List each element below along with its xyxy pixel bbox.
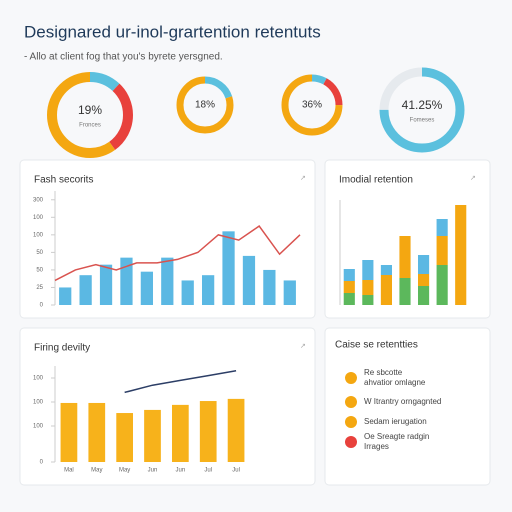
bar (116, 413, 133, 462)
legend-label: W Itrantry orngagnted (364, 397, 441, 406)
donut-segment (379, 67, 465, 153)
donut-segment (47, 72, 133, 158)
page-subtitle: - Allo at client fog that you's byrete y… (24, 52, 223, 63)
card (324, 327, 491, 486)
y-tick-label: 100 (33, 215, 44, 221)
legend-swatch (345, 416, 357, 428)
bar (172, 404, 189, 462)
donut-segment (47, 72, 133, 158)
bar (283, 280, 296, 305)
x-tick-label: Jun (176, 468, 186, 474)
x-tick-label: Jul (232, 468, 240, 474)
bar (202, 275, 215, 305)
bar (227, 398, 245, 462)
legend-swatch (345, 436, 357, 448)
card-title: Fash secorits (34, 175, 93, 186)
bar (181, 280, 194, 305)
bar (59, 287, 72, 305)
bar-segment (418, 286, 430, 305)
bar-segment (362, 280, 374, 295)
x-tick-label: May (91, 468, 102, 474)
bar-segment (362, 260, 374, 280)
card-title: Imodial retention (339, 175, 413, 186)
legend-label: Irrages (364, 442, 389, 451)
bar-segment (343, 269, 355, 281)
x-tick-label: May (119, 468, 130, 474)
line-series (54, 225, 301, 282)
card-title: Firing devilty (34, 343, 90, 354)
card-icon: ↗ (300, 175, 306, 182)
y-tick-label: 100 (33, 232, 44, 238)
x-tick-label: Mal (64, 468, 74, 474)
y-tick-label: 100 (33, 376, 44, 382)
y-tick-label: 50 (36, 250, 43, 256)
donut-center-label: 41.25% (402, 98, 443, 112)
bar-segment (343, 281, 355, 293)
bar (60, 402, 78, 462)
legend-swatch (345, 396, 357, 408)
bar-segment (380, 275, 392, 305)
y-tick-label: 0 (40, 303, 44, 309)
donut-segment (176, 76, 234, 134)
bar-segment (399, 236, 411, 278)
y-tick-label: 50 (36, 268, 43, 274)
bar-segment (362, 295, 374, 305)
bar-segment (399, 278, 411, 305)
donut-center-label: 36% (302, 100, 322, 111)
line-series (124, 370, 237, 394)
legend-label: Oe Sreagte radgin (364, 432, 429, 441)
bar-segment (418, 255, 430, 274)
bar-segment (436, 219, 448, 236)
bar-segment (380, 265, 392, 275)
bar-segment (418, 274, 430, 286)
card-icon: ↗ (300, 343, 306, 350)
donut-segment (281, 74, 343, 136)
bar (88, 402, 106, 462)
legend-label: Re sbcotte (364, 368, 403, 377)
y-tick-label: 25 (36, 285, 43, 291)
legend-label: ahvatior omlagne (364, 378, 426, 387)
page-title: Designared ur-inol-grartention retentuts (24, 22, 321, 41)
card-icon: ↗ (470, 175, 476, 182)
bar-segment (455, 205, 467, 305)
bar (263, 269, 276, 305)
y-tick-label: 100 (33, 400, 44, 406)
legend-label: Sedam ierugation (364, 417, 427, 426)
bar (79, 275, 92, 305)
bar (161, 257, 174, 305)
donut-sub-label: Fomeses (410, 118, 435, 124)
bar-segment (436, 265, 448, 305)
card-title: Caise se retentties (335, 340, 418, 351)
bar (144, 409, 161, 462)
donut-segment (281, 74, 343, 136)
x-tick-label: Jun (148, 468, 158, 474)
card (19, 159, 316, 319)
bar (242, 255, 256, 305)
y-tick-label: 100 (33, 424, 44, 430)
bar (120, 257, 133, 305)
donut-center-label: 19% (78, 103, 102, 117)
legend-swatch (345, 372, 357, 384)
bar (99, 264, 113, 305)
donut-center-label: 18% (195, 100, 215, 111)
x-tick-label: Jul (204, 468, 212, 474)
y-tick-label: 300 (33, 197, 44, 203)
bar (140, 271, 153, 305)
y-tick-label: 0 (40, 460, 44, 466)
bar-segment (343, 293, 355, 305)
bar-segment (436, 236, 448, 265)
donut-sub-label: Fronces (79, 123, 101, 129)
bar (199, 401, 217, 462)
bar (222, 231, 235, 305)
